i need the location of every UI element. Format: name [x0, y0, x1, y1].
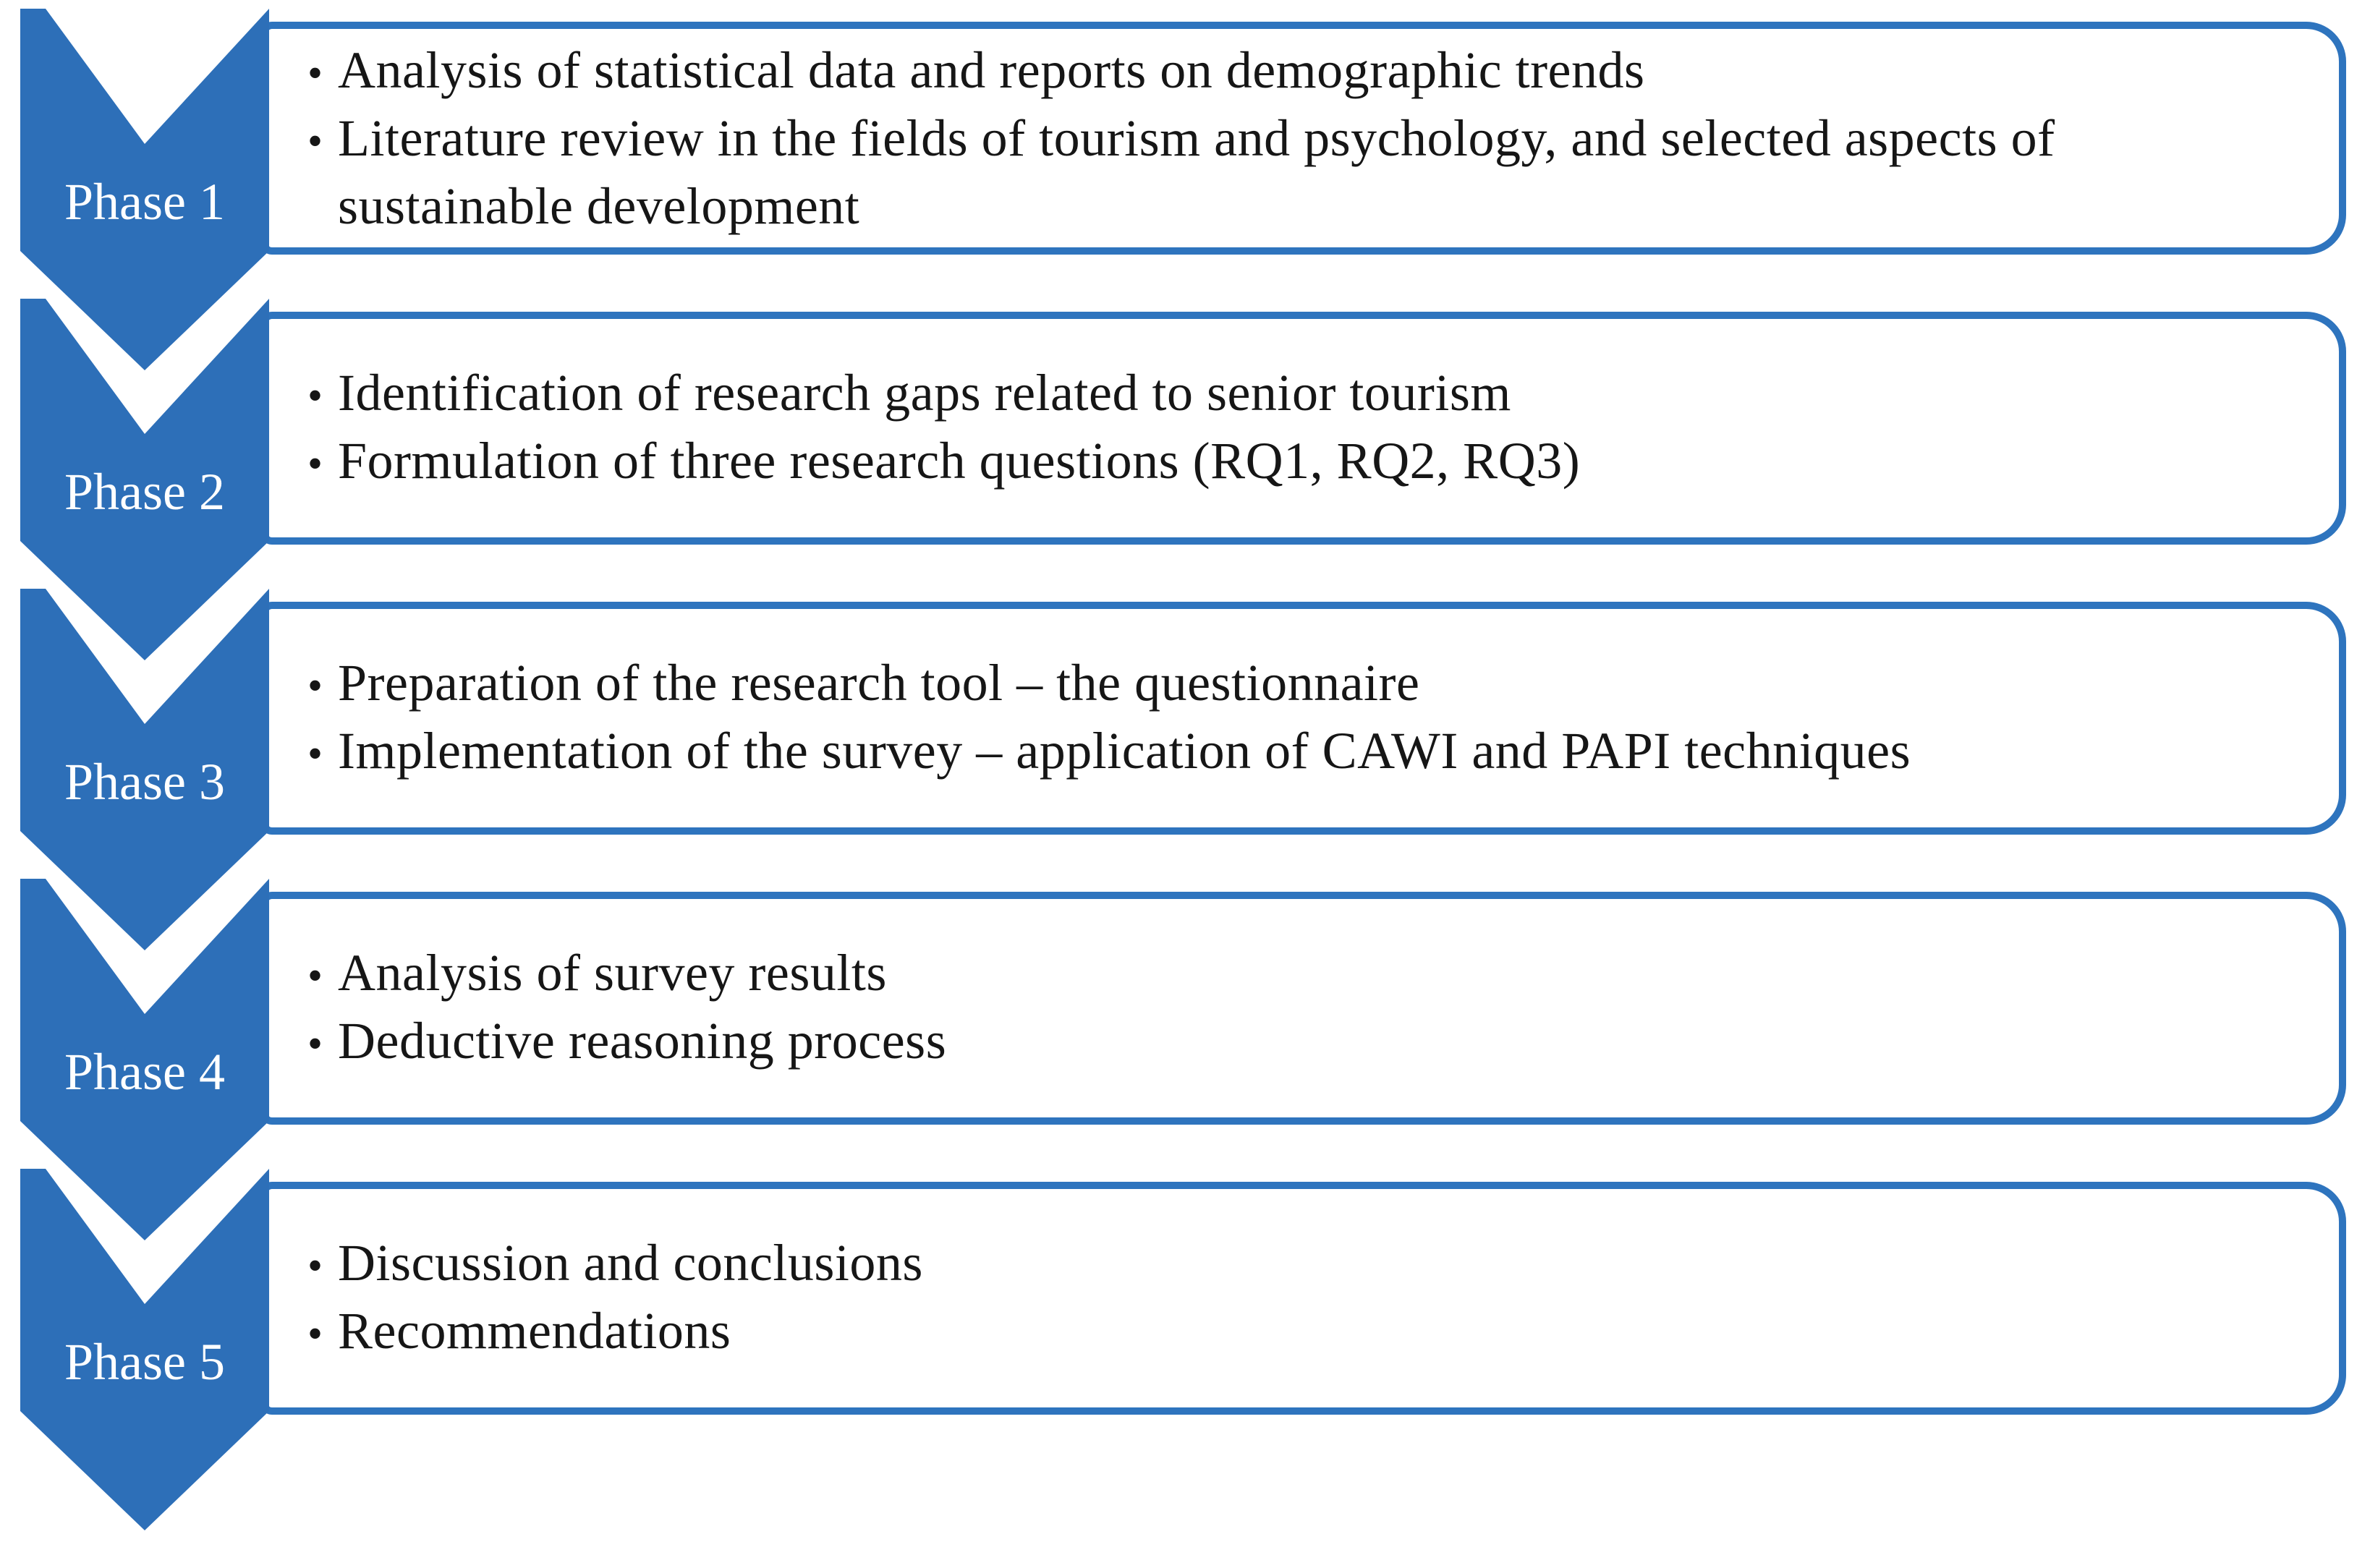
bullet-icon: • — [307, 1310, 323, 1358]
phase-row: • Discussion and conclusions • Recommendati… — [0, 1160, 2370, 1530]
content-box: • Analysis of survey results • Deductive re… — [260, 892, 2346, 1125]
bullet-icon: • — [307, 662, 323, 710]
bullet-text: Analysis of statistical data and reports… — [338, 41, 1645, 99]
phase-row: • Analysis of survey results • Deductive re… — [0, 870, 2370, 1240]
bullet-text: Formulation of three research questions … — [338, 432, 1581, 490]
bullet-item: • Analysis of survey results — [307, 940, 2317, 1008]
bullet-text: Identification of research gaps related … — [338, 364, 1511, 422]
content-box: • Discussion and conclusions • Recommendati… — [260, 1182, 2346, 1415]
bullet-item: • Preparation of the research tool – the … — [307, 650, 2317, 718]
bullet-icon: • — [307, 730, 323, 777]
content-box: • Identification of research gaps related… — [260, 312, 2346, 545]
bullet-item: • Deductive reasoning process — [307, 1008, 2317, 1076]
phase-row: • Analysis of statistical data and report… — [0, 0, 2370, 370]
phase-row: • Identification of research gaps related… — [0, 290, 2370, 660]
bullet-item: • Discussion and conclusions — [307, 1230, 2317, 1298]
bullet-item: • Implementation of the survey – applicat… — [307, 718, 2317, 786]
phase-label: Phase 1 — [64, 173, 225, 231]
phase-label: Phase 2 — [64, 463, 225, 521]
bullet-icon: • — [307, 952, 323, 1000]
phase-label: Phase 4 — [64, 1043, 225, 1101]
bullet-icon: • — [307, 1020, 323, 1068]
phase-row: • Preparation of the research tool – the … — [0, 580, 2370, 950]
content-box: • Preparation of the research tool – the … — [260, 602, 2346, 835]
bullet-item: • Literature review in the fields of tour… — [307, 106, 2317, 174]
bullet-icon: • — [307, 49, 323, 97]
bullet-item: • Identification of research gaps related… — [307, 360, 2317, 428]
bullet-text: Discussion and conclusions — [338, 1234, 923, 1292]
bullet-text: Preparation of the research tool – the q… — [338, 654, 1420, 712]
phase-label: Phase 3 — [64, 753, 225, 811]
bullet-item-continuation: sustainable development — [307, 174, 2317, 239]
bullet-icon: • — [307, 372, 323, 419]
bullet-text: Analysis of survey results — [338, 944, 887, 1002]
bullet-text: Deductive reasoning process — [338, 1012, 947, 1070]
content-box: • Analysis of statistical data and report… — [260, 22, 2346, 255]
bullet-text: Implementation of the survey – applicati… — [338, 722, 1911, 780]
bullet-icon: • — [307, 1242, 323, 1290]
bullet-text: sustainable development — [338, 177, 860, 235]
bullet-text: Literature review in the fields of touri… — [338, 109, 2055, 167]
bullet-item: • Analysis of statistical data and report… — [307, 38, 2317, 106]
bullet-text: Recommendations — [338, 1302, 731, 1360]
bullet-icon: • — [307, 440, 323, 487]
bullet-item: • Recommendations — [307, 1298, 2317, 1366]
bullet-icon: • — [307, 117, 323, 165]
bullet-item: • Formulation of three research questions… — [307, 428, 2317, 496]
phase-label: Phase 5 — [64, 1333, 225, 1391]
